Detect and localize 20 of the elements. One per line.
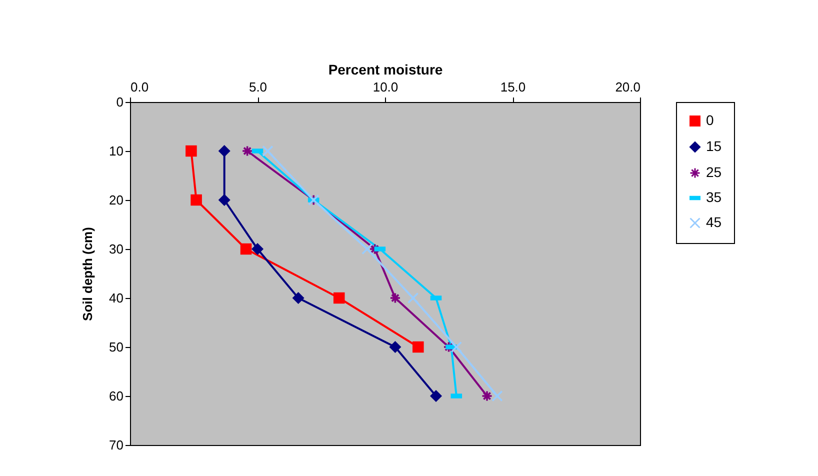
x-tick-label: 15.0 — [500, 80, 526, 94]
y-tick-label: 70 — [109, 438, 124, 452]
y-tick-label: 60 — [109, 388, 124, 404]
legend-label: 45 — [706, 214, 722, 230]
legend-label: 15 — [706, 138, 722, 154]
x-tick-label: 20.0 — [615, 80, 640, 94]
legend-label: 35 — [706, 189, 722, 205]
y-axis-title: Soil depth (cm) — [80, 227, 96, 321]
y-tick-label: 10 — [109, 144, 124, 158]
y-tick-label: 40 — [109, 290, 124, 306]
x-tick-label: 5.0 — [248, 80, 268, 94]
x-tick-label: 0.0 — [130, 80, 149, 94]
y-tick-label: 50 — [109, 340, 124, 354]
x-axis-title: Percent moisture — [328, 62, 443, 78]
legend-label: 0 — [706, 112, 714, 128]
y-tick-label: 20 — [109, 192, 124, 208]
y-tick-label: 30 — [109, 242, 124, 256]
x-tick-label: 10.0 — [372, 80, 398, 94]
y-tick-label: 0 — [116, 94, 124, 110]
legend-label: 25 — [706, 164, 722, 180]
